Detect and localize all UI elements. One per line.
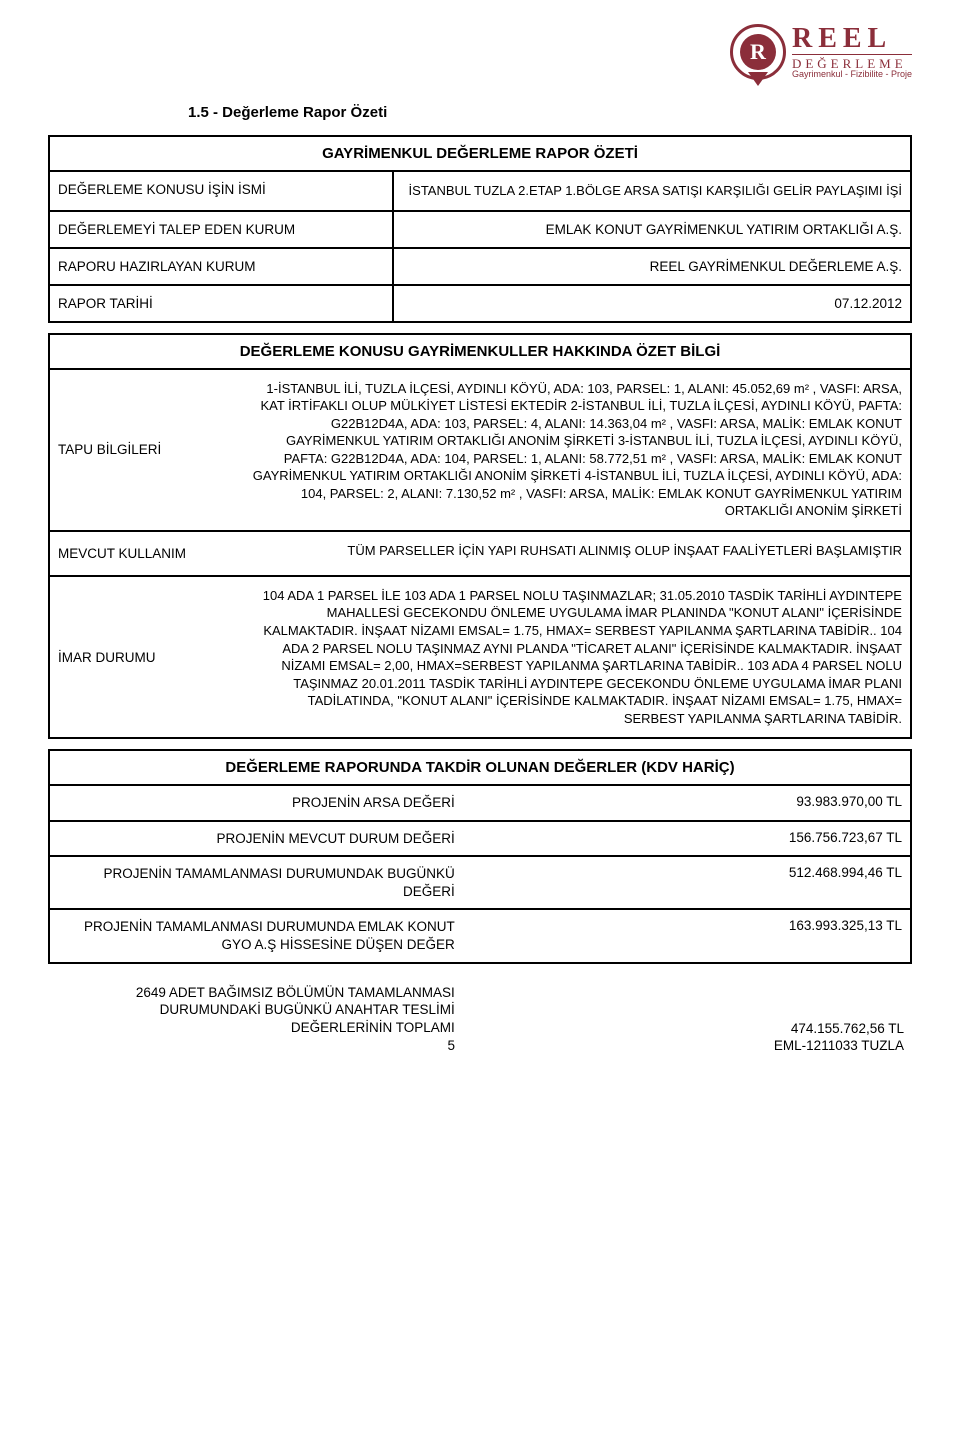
values-value: 93.983.970,00 TL [463, 786, 910, 820]
brand-tagline: Gayrimenkul - Fizibilite - Proje [792, 70, 912, 79]
footer-summary: 2649 ADET BAĞIMSIZ BÖLÜMÜN TAMAMLANMASI … [48, 980, 912, 1041]
brand-seal-icon: R [730, 24, 786, 80]
info-title: DEĞERLEME KONUSU GAYRİMENKULLER HAKKINDA… [50, 335, 910, 370]
table-row: PROJENİN ARSA DEĞERİ 93.983.970,00 TL [50, 786, 910, 822]
summary-value: EMLAK KONUT GAYRİMENKUL YATIRIM ORTAKLIĞ… [394, 212, 910, 247]
summary-label: DEĞERLEME KONUSU İŞİN İSMİ [50, 172, 394, 210]
table-row: PROJENİN TAMAMLANMASI DURUMUNDA EMLAK KO… [50, 910, 910, 961]
summary-label: DEĞERLEMEYİ TALEP EDEN KURUM [50, 212, 394, 247]
brand-logo-inner: R REEL DEĞERLEME Gayrimenkul - Fizibilit… [730, 24, 912, 80]
info-label: İMAR DURUMU [50, 577, 239, 737]
info-value: 104 ADA 1 PARSEL İLE 103 ADA 1 PARSEL NO… [239, 577, 910, 737]
page-code: EML-1211033 TUZLA [463, 1038, 904, 1053]
summary-value: İSTANBUL TUZLA 2.ETAP 1.BÖLGE ARSA SATIŞ… [394, 172, 910, 210]
table-row: DEĞERLEME KONUSU İŞİN İSMİ İSTANBUL TUZL… [50, 172, 910, 212]
info-table: DEĞERLEME KONUSU GAYRİMENKULLER HAKKINDA… [48, 333, 912, 740]
summary-value: REEL GAYRİMENKUL DEĞERLEME A.Ş. [394, 249, 910, 284]
values-label: PROJENİN MEVCUT DURUM DEĞERİ [50, 822, 463, 856]
page-footer: 5 EML-1211033 TUZLA [48, 1038, 912, 1053]
values-label: PROJENİN TAMAMLANMASI DURUMUNDA EMLAK KO… [50, 910, 463, 961]
summary-label: RAPOR TARİHİ [50, 286, 394, 321]
footer-summary-value: 474.155.762,56 TL [463, 980, 912, 1041]
info-value: TÜM PARSELLER İÇİN YAPI RUHSATI ALINMIŞ … [239, 532, 910, 575]
values-value: 163.993.325,13 TL [463, 910, 910, 961]
footer-summary-label: 2649 ADET BAĞIMSIZ BÖLÜMÜN TAMAMLANMASI … [48, 980, 463, 1041]
info-label: TAPU BİLGİLERİ [50, 370, 239, 530]
brand-text: REEL DEĞERLEME Gayrimenkul - Fizibilite … [792, 24, 912, 79]
values-title: DEĞERLEME RAPORUNDA TAKDİR OLUNAN DEĞERL… [50, 751, 910, 786]
table-row: TAPU BİLGİLERİ 1-İSTANBUL İLİ, TUZLA İLÇ… [50, 370, 910, 532]
info-label: MEVCUT KULLANIM [50, 532, 239, 575]
table-row: RAPOR TARİHİ 07.12.2012 [50, 286, 910, 321]
table-row: MEVCUT KULLANIM TÜM PARSELLER İÇİN YAPI … [50, 532, 910, 577]
brand-subtitle: DEĞERLEME [792, 54, 912, 71]
values-value: 512.468.994,46 TL [463, 857, 910, 908]
summary-value: 07.12.2012 [394, 286, 910, 321]
table-row: RAPORU HAZIRLAYAN KURUM REEL GAYRİMENKUL… [50, 249, 910, 286]
section-heading: 1.5 - Değerleme Rapor Özeti [188, 104, 912, 121]
table-row: DEĞERLEMEYİ TALEP EDEN KURUM EMLAK KONUT… [50, 212, 910, 249]
table-row: PROJENİN TAMAMLANMASI DURUMUNDAK BUGÜNKÜ… [50, 857, 910, 910]
summary-label: RAPORU HAZIRLAYAN KURUM [50, 249, 394, 284]
values-value: 156.756.723,67 TL [463, 822, 910, 856]
summary-title: GAYRİMENKUL DEĞERLEME RAPOR ÖZETİ [50, 137, 910, 172]
summary-table: GAYRİMENKUL DEĞERLEME RAPOR ÖZETİ DEĞERL… [48, 135, 912, 323]
values-table: DEĞERLEME RAPORUNDA TAKDİR OLUNAN DEĞERL… [48, 749, 912, 963]
table-row: İMAR DURUMU 104 ADA 1 PARSEL İLE 103 ADA… [50, 577, 910, 737]
brand-name: REEL [792, 24, 912, 53]
brand-monogram: R [740, 34, 776, 70]
info-value: 1-İSTANBUL İLİ, TUZLA İLÇESİ, AYDINLI KÖ… [239, 370, 910, 530]
values-label: PROJENİN TAMAMLANMASI DURUMUNDAK BUGÜNKÜ… [50, 857, 463, 908]
table-row: PROJENİN MEVCUT DURUM DEĞERİ 156.756.723… [50, 822, 910, 858]
brand-logo: R REEL DEĞERLEME Gayrimenkul - Fizibilit… [48, 24, 912, 80]
page-number: 5 [56, 1038, 463, 1053]
values-label: PROJENİN ARSA DEĞERİ [50, 786, 463, 820]
